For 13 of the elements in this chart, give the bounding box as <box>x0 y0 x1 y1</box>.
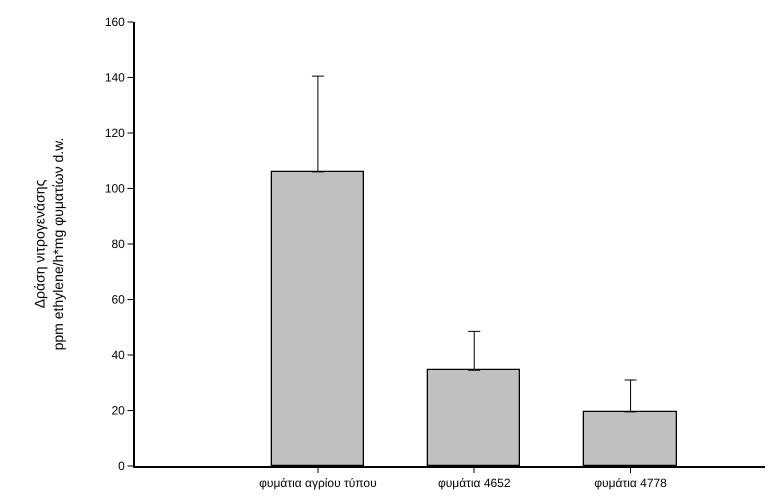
y-tick-label: 80 <box>111 237 126 252</box>
y-tick-label: 60 <box>111 292 126 307</box>
x-tick-label: φυμάτια 4652 <box>438 476 511 490</box>
y-tick-label: 40 <box>111 348 126 362</box>
x-tick-label: φυμάτια αγρίου τύπου <box>259 476 377 490</box>
y-axis-title: Δράση νιτρογενάσης ppm ethylene/h*mg φυματίων d.w. <box>32 138 66 350</box>
y-tick-label: 120 <box>104 126 126 140</box>
y-tick-label: 0 <box>118 459 126 474</box>
y-tick-label: 100 <box>104 182 126 196</box>
y-tick-label: 140 <box>104 70 126 85</box>
y-tick-label: 20 <box>111 404 126 418</box>
y-tick-label: 160 <box>104 15 126 30</box>
x-tick-label: φυμάτια 4778 <box>594 476 668 490</box>
